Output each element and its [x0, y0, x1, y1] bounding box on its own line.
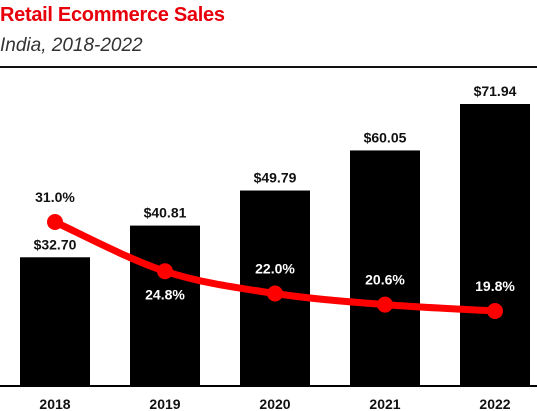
bar-value-label: $49.79 [254, 170, 297, 186]
x-tick-label: 2021 [369, 396, 400, 411]
bar-value-label: $40.81 [144, 205, 187, 221]
chart-subtitle: India, 2018-2022 [0, 35, 143, 56]
share-value-label: 19.8% [475, 278, 515, 294]
x-tick-label: 2019 [149, 396, 180, 411]
bar-2021 [350, 150, 420, 385]
bar-value-label: $71.94 [474, 83, 517, 99]
x-tick-label: 2020 [259, 396, 290, 411]
share-value-label: 22.0% [255, 261, 295, 277]
share-point-2020 [267, 285, 283, 302]
bar-2019 [130, 225, 200, 385]
share-value-label: 31.0% [35, 189, 75, 205]
share-value-label: 20.6% [365, 272, 405, 288]
title-divider [0, 66, 537, 68]
x-tick-label: 2022 [479, 396, 510, 411]
share-point-2019 [157, 263, 173, 280]
share-point-2022 [487, 303, 503, 319]
chart-title: Retail Ecommerce Sales [0, 4, 225, 26]
share-point-2018 [47, 214, 63, 230]
x-tick-label: 2018 [39, 396, 70, 411]
share-point-2021 [377, 296, 393, 313]
bar-value-label: $60.05 [364, 129, 407, 145]
share-value-label: 24.8% [145, 286, 185, 302]
bar-2018 [20, 257, 90, 385]
bar-2022 [460, 104, 530, 385]
bar-value-label: $32.70 [34, 236, 77, 252]
